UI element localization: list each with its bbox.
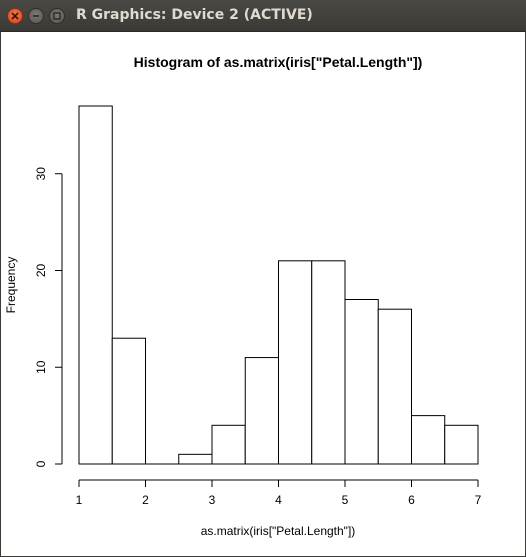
x-axis-label: as.matrix(iris["Petal.Length"]) bbox=[201, 524, 356, 538]
y-tick-label: 30 bbox=[34, 167, 48, 181]
maximize-icon bbox=[53, 12, 61, 20]
histogram-bar bbox=[178, 453, 213, 465]
maximize-button[interactable] bbox=[49, 8, 65, 24]
histogram-bar bbox=[244, 357, 279, 465]
x-tick-label: 1 bbox=[76, 493, 83, 507]
x-tick-label: 4 bbox=[275, 493, 282, 507]
x-tick-label: 3 bbox=[209, 493, 216, 507]
bars-group bbox=[78, 105, 479, 465]
x-tick-label: 2 bbox=[142, 493, 149, 507]
histogram-bar bbox=[111, 337, 146, 465]
close-icon bbox=[11, 12, 19, 20]
histogram-bar bbox=[444, 424, 479, 465]
histogram-bar bbox=[78, 105, 113, 465]
chart-title: Histogram of as.matrix(iris["Petal.Lengt… bbox=[134, 54, 423, 70]
histogram-bar bbox=[311, 260, 346, 465]
x-tick-label: 5 bbox=[342, 493, 349, 507]
x-axis: 1 2 3 4 5 6 7 bbox=[76, 479, 482, 507]
histogram-chart: Histogram of as.matrix(iris["Petal.Lengt… bbox=[4, 54, 482, 538]
y-axis: 0 10 20 30 bbox=[34, 167, 63, 467]
plot-area: Histogram of as.matrix(iris["Petal.Lengt… bbox=[1, 32, 525, 556]
minimize-icon bbox=[33, 15, 39, 17]
y-tick-label: 0 bbox=[34, 460, 48, 467]
title-bar[interactable]: R Graphics: Device 2 (ACTIVE) bbox=[0, 0, 526, 32]
histogram-bar bbox=[377, 308, 412, 465]
histogram-bar bbox=[411, 415, 446, 465]
histogram-bar bbox=[344, 299, 379, 465]
window-title: R Graphics: Device 2 (ACTIVE) bbox=[76, 7, 313, 23]
y-axis-label: Frequency bbox=[4, 257, 18, 314]
y-tick-label: 20 bbox=[34, 263, 48, 277]
x-tick-label: 7 bbox=[475, 493, 482, 507]
minimize-button[interactable] bbox=[28, 8, 44, 24]
close-button[interactable] bbox=[7, 8, 23, 24]
x-tick-label: 6 bbox=[408, 493, 415, 507]
y-tick-label: 10 bbox=[34, 360, 48, 374]
histogram-bar bbox=[278, 260, 313, 465]
histogram-bar bbox=[211, 424, 246, 465]
